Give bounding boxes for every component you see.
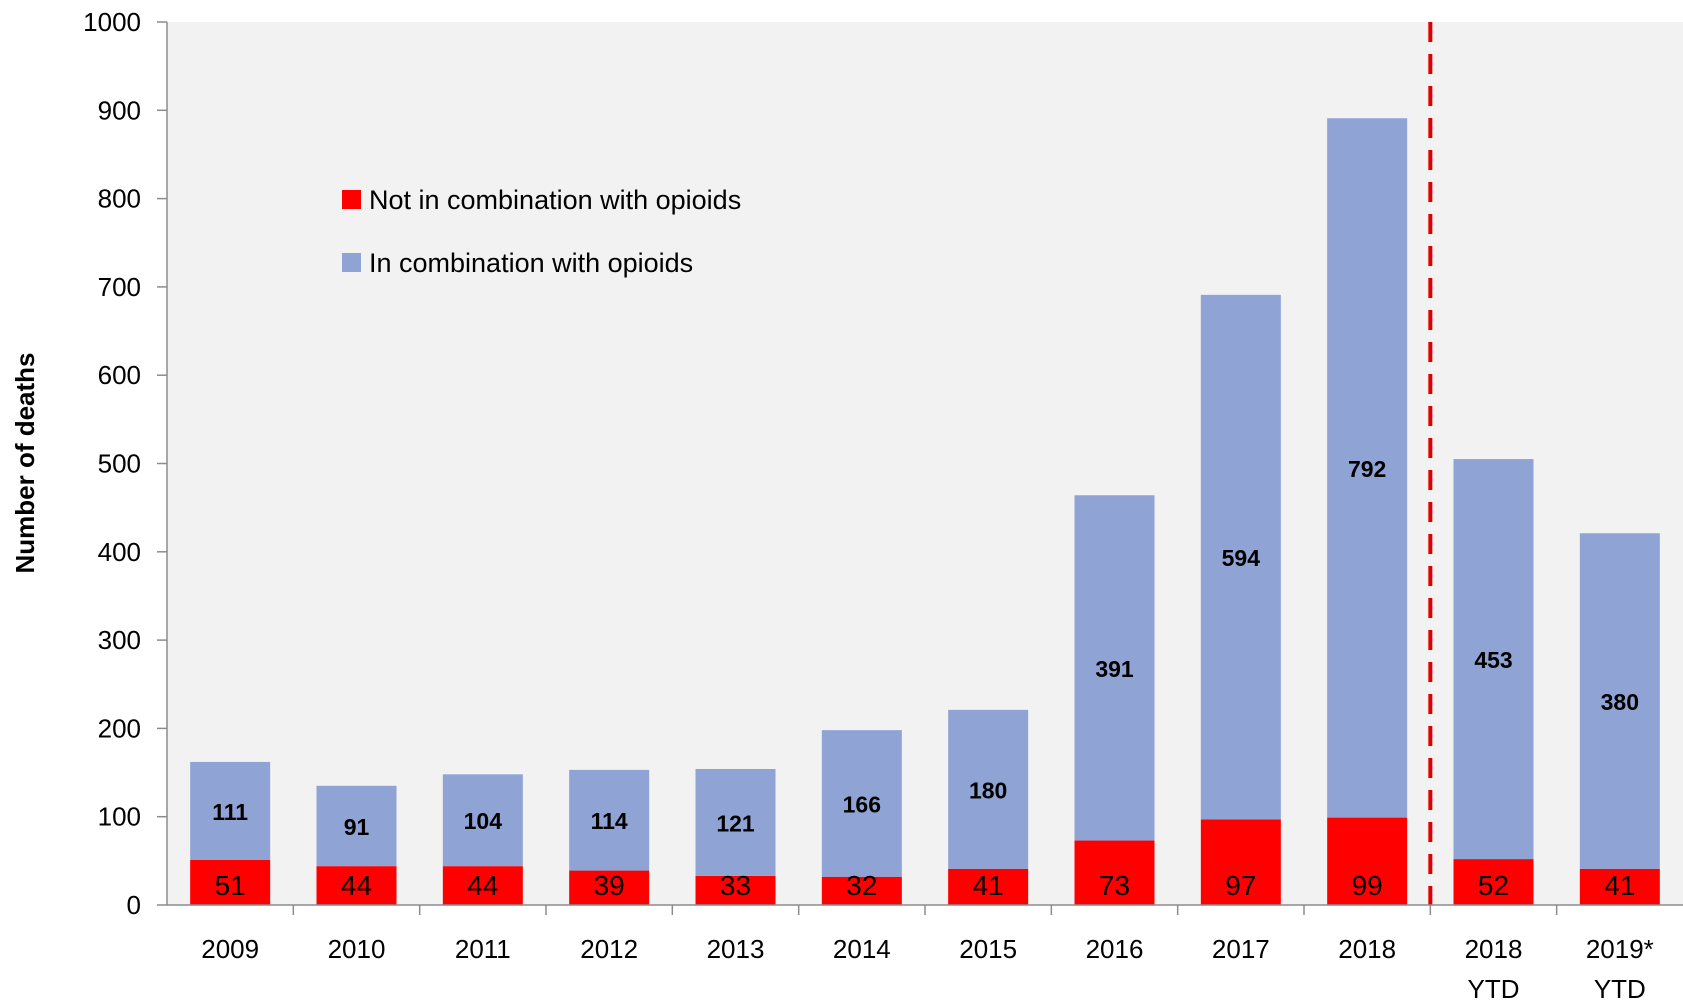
bar-not-opioid-3 <box>569 870 650 905</box>
bar-not-opioid-4 <box>695 875 776 905</box>
x-tick-label-11-line2: YTD <box>1594 974 1646 1003</box>
bar-not-opioid-0 <box>190 859 271 905</box>
value-label-not-opioid-7: 73 <box>1099 870 1130 901</box>
x-tick-label-6: 2015 <box>959 934 1017 964</box>
y-tick-label-5: 500 <box>98 449 141 479</box>
bar-not-opioid-1 <box>316 866 397 905</box>
legend: Not in combination with opioids In combin… <box>342 185 741 278</box>
value-label-not-opioid-8: 97 <box>1225 870 1256 901</box>
bar-opioid-0 <box>190 761 271 860</box>
bar-opioid-2 <box>442 774 523 867</box>
value-label-opioid-2: 104 <box>464 808 503 834</box>
bars <box>190 118 1660 905</box>
x-tick-label-3: 2012 <box>580 934 638 964</box>
x-tick-label-9: 2018 <box>1338 934 1396 964</box>
x-tick-label-8: 2017 <box>1212 934 1270 964</box>
x-tick-label-4: 2013 <box>707 934 765 964</box>
value-label-not-opioid-4: 33 <box>720 870 751 901</box>
y-tick-label-10: 1000 <box>83 7 141 37</box>
y-axis-label: Number of deaths <box>10 352 40 573</box>
bar-not-opioid-9 <box>1327 817 1408 905</box>
y-tick-label-3: 300 <box>98 625 141 655</box>
bar-not-opioid-11 <box>1579 868 1660 905</box>
value-label-not-opioid-3: 39 <box>594 870 625 901</box>
value-label-opioid-10: 453 <box>1474 647 1512 673</box>
x-tick-label-11: 2019* <box>1586 934 1654 964</box>
bar-not-opioid-7 <box>1074 840 1155 905</box>
legend-label-1: In combination with opioids <box>369 248 693 278</box>
bar-not-opioid-2 <box>442 866 523 905</box>
value-label-opioid-0: 111 <box>212 799 248 825</box>
legend-label-0: Not in combination with opioids <box>369 185 741 215</box>
x-tick-labels: 2009 2010 2011 2012 2013 2014 2015 2016 2017 2018… <box>201 934 1654 1003</box>
bar-not-opioid-10 <box>1453 859 1534 905</box>
bar-opioid-8 <box>1200 294 1281 820</box>
bar-not-opioid-8 <box>1200 819 1281 905</box>
segment-labels: 51 111 44 91 44 104 39 114 33 121 32 166 41 180 73 391 9… <box>212 456 1639 901</box>
y-tick-label-4: 400 <box>98 537 141 567</box>
y-tick-label-9: 900 <box>98 95 141 125</box>
value-label-opioid-4: 121 <box>716 810 755 836</box>
y-tick-label-1: 100 <box>98 802 141 832</box>
x-tick-label-0: 2009 <box>201 934 259 964</box>
bar-opioid-5 <box>821 730 902 877</box>
x-tick-label-5: 2014 <box>833 934 891 964</box>
y-tick-labels: 0 100 200 300 400 500 600 700 800 900 1000 <box>83 7 141 920</box>
axes <box>157 21 1683 915</box>
y-tick-label-6: 600 <box>98 360 141 390</box>
value-label-opioid-11: 380 <box>1601 689 1639 715</box>
value-label-not-opioid-10: 52 <box>1478 870 1509 901</box>
bar-opioid-11 <box>1579 533 1660 869</box>
value-label-not-opioid-6: 41 <box>973 870 1004 901</box>
x-tick-label-10-line2: YTD <box>1468 974 1520 1003</box>
bar-not-opioid-5 <box>821 876 902 905</box>
x-tick-label-7: 2016 <box>1086 934 1144 964</box>
value-label-not-opioid-2: 44 <box>467 870 498 901</box>
value-label-opioid-7: 391 <box>1095 656 1134 682</box>
x-tick-label-10: 2018 <box>1465 934 1523 964</box>
value-label-opioid-8: 594 <box>1222 545 1261 571</box>
bar-opioid-3 <box>569 769 650 871</box>
bar-opioid-6 <box>948 709 1029 869</box>
legend-swatch-0 <box>342 190 361 209</box>
x-tick-label-1: 2010 <box>328 934 386 964</box>
value-label-not-opioid-0: 51 <box>215 870 246 901</box>
bar-opioid-9 <box>1327 118 1408 818</box>
y-tick-label-8: 800 <box>98 184 141 214</box>
bar-not-opioid-6 <box>948 868 1029 905</box>
x-tick-label-2: 2011 <box>455 934 511 964</box>
bar-opioid-10 <box>1453 459 1534 860</box>
y-tick-label-2: 200 <box>98 713 141 743</box>
value-label-opioid-6: 180 <box>969 777 1007 803</box>
bar-opioid-1 <box>316 785 397 867</box>
value-label-not-opioid-1: 44 <box>341 870 372 901</box>
value-label-not-opioid-5: 32 <box>846 870 877 901</box>
y-tick-label-7: 700 <box>98 272 141 302</box>
legend-swatch-1 <box>342 253 361 272</box>
bar-opioid-7 <box>1074 495 1155 841</box>
value-label-opioid-5: 166 <box>843 791 881 817</box>
value-label-not-opioid-9: 99 <box>1352 870 1383 901</box>
value-label-opioid-9: 792 <box>1348 456 1386 482</box>
y-tick-label-0: 0 <box>127 890 141 920</box>
value-label-not-opioid-11: 41 <box>1604 870 1635 901</box>
bar-opioid-4 <box>695 769 776 876</box>
value-label-opioid-1: 91 <box>344 814 370 840</box>
value-label-opioid-3: 114 <box>591 808 628 834</box>
